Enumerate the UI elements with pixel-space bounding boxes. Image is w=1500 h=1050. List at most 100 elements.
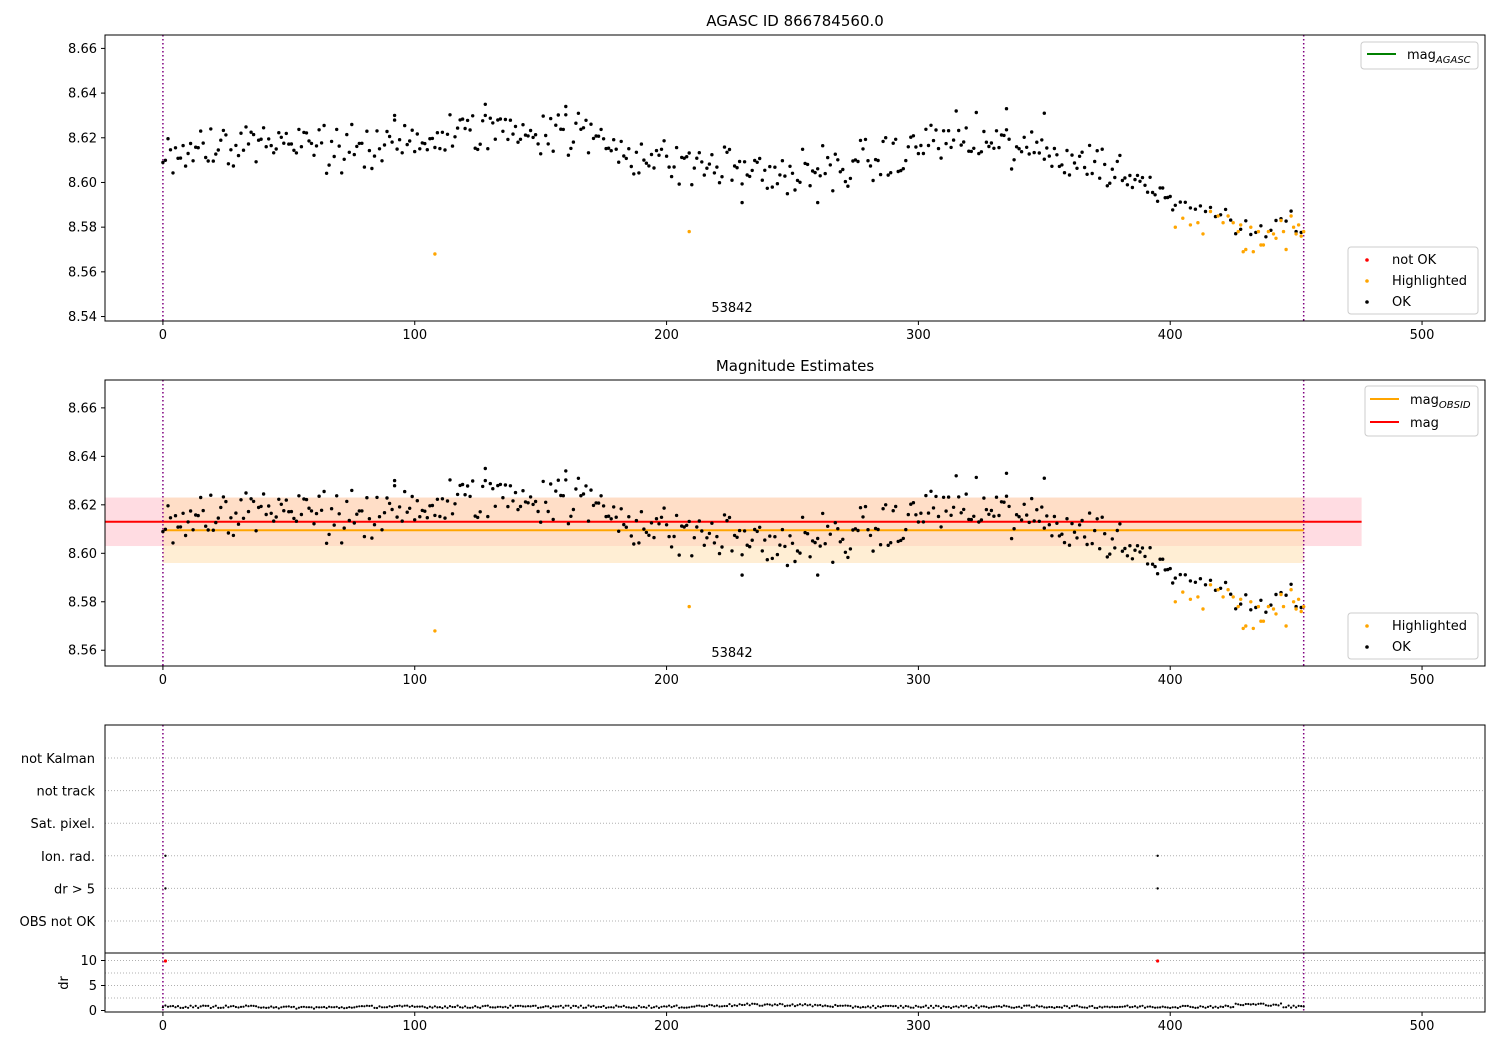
ok-point (652, 535, 656, 540)
legend-marker-ok (1365, 645, 1369, 649)
ok-point (591, 503, 596, 508)
ok-point (1110, 167, 1115, 171)
highlighted-point (1266, 604, 1271, 609)
dr-point (942, 1005, 945, 1008)
dr-point (171, 1004, 175, 1008)
ok-point (750, 538, 754, 542)
dr-point (698, 1004, 701, 1007)
dr-point (1174, 1006, 1177, 1009)
x-tick-label: 400 (1158, 328, 1183, 343)
ok-point (382, 143, 387, 147)
ok-point (1171, 208, 1175, 212)
ok-point (617, 529, 621, 533)
ok-point (191, 159, 195, 163)
dr-point (768, 1003, 771, 1006)
ticks-layer: 0 100 200 300 400 500 8.54 8.56 8.58 8.60 8.62 8.64… (68, 42, 1434, 343)
dr-point (282, 1005, 285, 1008)
ok-point (327, 163, 331, 167)
ok-point (1140, 175, 1145, 180)
ok-point (455, 126, 460, 130)
ok-point (994, 495, 999, 499)
ok-point (599, 494, 603, 498)
dr-point (1204, 1006, 1207, 1009)
ok-point (748, 174, 752, 179)
ok-point (931, 506, 936, 510)
ok-point (609, 517, 613, 521)
ok-point (523, 133, 528, 137)
dr-point (1259, 1002, 1262, 1005)
ok-point (758, 525, 762, 529)
ok-point (561, 127, 565, 132)
ok-point (488, 116, 492, 120)
dr-point (723, 1004, 726, 1008)
dr-point (1292, 1004, 1295, 1007)
ok-point (216, 516, 220, 520)
ok-point (939, 156, 943, 160)
ok-point (1125, 183, 1130, 187)
ok-point (1145, 190, 1150, 194)
ok-point (362, 534, 367, 539)
ok-point (1274, 592, 1278, 597)
dr-point (403, 1004, 406, 1007)
ok-point (793, 559, 797, 564)
ok-point (967, 149, 971, 153)
ok-point (342, 526, 346, 530)
ok-point (307, 506, 311, 510)
highlighted-point (1284, 624, 1288, 628)
ok-point (768, 164, 772, 169)
highlighted-point (1173, 225, 1178, 229)
ok-point (579, 494, 583, 498)
dr-point (328, 1005, 331, 1008)
dr-point (738, 1003, 741, 1006)
ok-point (783, 544, 787, 549)
ok-point (967, 517, 971, 522)
ok-point (1264, 235, 1268, 239)
highlighted-point (1299, 234, 1303, 238)
ok-point (720, 175, 724, 179)
ok-point (1284, 219, 1288, 223)
dr-point (610, 1006, 613, 1009)
dr-point (1222, 1005, 1225, 1009)
dr-point (972, 1006, 975, 1010)
points-layer (161, 466, 1306, 633)
ok-point (1100, 147, 1104, 151)
dr-point (756, 1003, 759, 1006)
ok-point (584, 484, 588, 488)
ok-point (632, 542, 636, 546)
ok-point (685, 155, 689, 159)
ok-point (531, 502, 535, 507)
x-tick-label: 100 (402, 328, 427, 343)
ok-point (1203, 583, 1208, 587)
ok-point (209, 493, 213, 497)
dr-point (1179, 1005, 1182, 1008)
dr-point (199, 1005, 202, 1008)
ok-point (657, 522, 661, 526)
ok-point (302, 130, 306, 135)
ok-point (191, 528, 195, 532)
ok-point (186, 520, 190, 524)
ok-point (471, 479, 475, 483)
ok-point (481, 484, 485, 489)
ok-point (1032, 519, 1036, 523)
ok-point (596, 501, 601, 505)
legend-line-label-mag: mag (1410, 416, 1439, 431)
ok-point (307, 139, 311, 143)
dr-point (300, 1005, 303, 1009)
ok-point (629, 164, 633, 169)
ok-point (780, 159, 785, 163)
ok-point (581, 126, 586, 130)
highlighted-point (1208, 583, 1213, 587)
dr-point (841, 1004, 844, 1007)
ok-point (856, 159, 860, 164)
ok-point (561, 494, 565, 498)
dr-point (816, 1004, 819, 1007)
dr-point (602, 1004, 605, 1008)
ok-point (732, 164, 737, 168)
ok-point (486, 514, 490, 519)
ok-point (1183, 573, 1188, 577)
ok-point (1019, 150, 1024, 154)
ok-point (921, 520, 926, 524)
ok-point (226, 162, 231, 166)
dr-point (592, 1004, 595, 1008)
ok-point (712, 171, 717, 175)
